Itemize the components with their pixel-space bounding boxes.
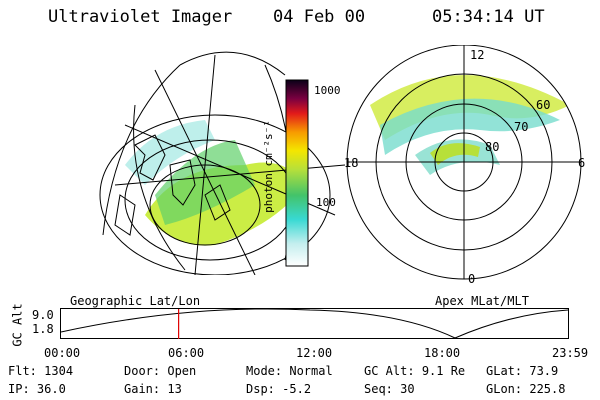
glat-label: GLat: bbox=[486, 364, 523, 378]
timeline-xtick-0600: 06:00 bbox=[168, 346, 205, 360]
gain-value: 13 bbox=[167, 382, 182, 396]
door-value: Open bbox=[167, 364, 197, 378]
status-mode: Mode: Normal bbox=[246, 364, 333, 378]
glon-value: 225.8 bbox=[529, 382, 566, 396]
status-flt: Flt: 1304 bbox=[8, 364, 73, 378]
gcalt-value: 9.1 Re bbox=[421, 364, 466, 378]
ip-value: 36.0 bbox=[36, 382, 66, 396]
gc-alt-axis-label: GC Alt bbox=[10, 303, 25, 347]
status-gcalt: GC Alt: 9.1 Re bbox=[364, 364, 465, 378]
mlat-label-80: 80 bbox=[485, 140, 500, 154]
mlt-label-12: 12 bbox=[470, 48, 485, 62]
geographic-map bbox=[99, 51, 346, 275]
mlat-label-70: 70 bbox=[514, 120, 529, 134]
timeline-xtick-1800: 18:00 bbox=[424, 346, 461, 360]
seq-label: Seq: bbox=[364, 382, 393, 396]
colorbar-label: photon cm⁻²s⁻¹ bbox=[261, 120, 275, 213]
status-glon: GLon: 225.8 bbox=[486, 382, 565, 396]
status-door: Door: Open bbox=[124, 364, 196, 378]
flt-value: 1304 bbox=[44, 364, 74, 378]
mode-value: Normal bbox=[289, 364, 333, 378]
colorbar-tick-1000: 1000 bbox=[314, 84, 341, 97]
mlt-label-18: 18 bbox=[344, 156, 359, 170]
mode-label: Mode: bbox=[246, 364, 283, 378]
timeline-xtick-2359: 23:59 bbox=[552, 346, 589, 360]
ip-label: IP: bbox=[8, 382, 30, 396]
time-label: 05:34:14 UT bbox=[432, 7, 545, 27]
flt-label: Flt: bbox=[8, 364, 37, 378]
dsp-label: Dsp: bbox=[246, 382, 275, 396]
status-dsp: Dsp: -5.2 bbox=[246, 382, 311, 396]
gcalt-label: GC Alt: bbox=[364, 364, 415, 378]
glat-value: 73.9 bbox=[529, 364, 559, 378]
glon-label: GLon: bbox=[486, 382, 523, 396]
mlat-label-60: 60 bbox=[536, 98, 551, 112]
status-gain: Gain: 13 bbox=[124, 382, 182, 396]
date-label: 04 Feb 00 bbox=[273, 7, 366, 27]
colorbar bbox=[285, 79, 309, 267]
instrument-title: Ultraviolet Imager bbox=[48, 7, 233, 27]
status-ip: IP: 36.0 bbox=[8, 382, 66, 396]
gain-label: Gain: bbox=[124, 382, 161, 396]
status-seq: Seq: 30 bbox=[364, 382, 415, 396]
polar-plot bbox=[346, 45, 582, 280]
door-label: Door: bbox=[124, 364, 161, 378]
dsp-value: -5.2 bbox=[282, 382, 312, 396]
apex-caption: Apex MLat/MLT bbox=[435, 294, 529, 308]
colorbar-tick-100: 100 bbox=[316, 196, 336, 209]
timeline-xtick-0000: 00:00 bbox=[44, 346, 81, 360]
geographic-caption: Geographic Lat/Lon bbox=[70, 294, 201, 308]
mlt-label-0: 0 bbox=[468, 272, 476, 286]
mlt-label-6: 6 bbox=[578, 156, 586, 170]
altitude-timeline bbox=[60, 308, 569, 339]
seq-value: 30 bbox=[400, 382, 415, 396]
timeline-xtick-1200: 12:00 bbox=[296, 346, 333, 360]
status-glat: GLat: 73.9 bbox=[486, 364, 558, 378]
timeline-ytick-high: 9.0 bbox=[32, 308, 54, 322]
timeline-ytick-low: 1.8 bbox=[32, 322, 54, 336]
